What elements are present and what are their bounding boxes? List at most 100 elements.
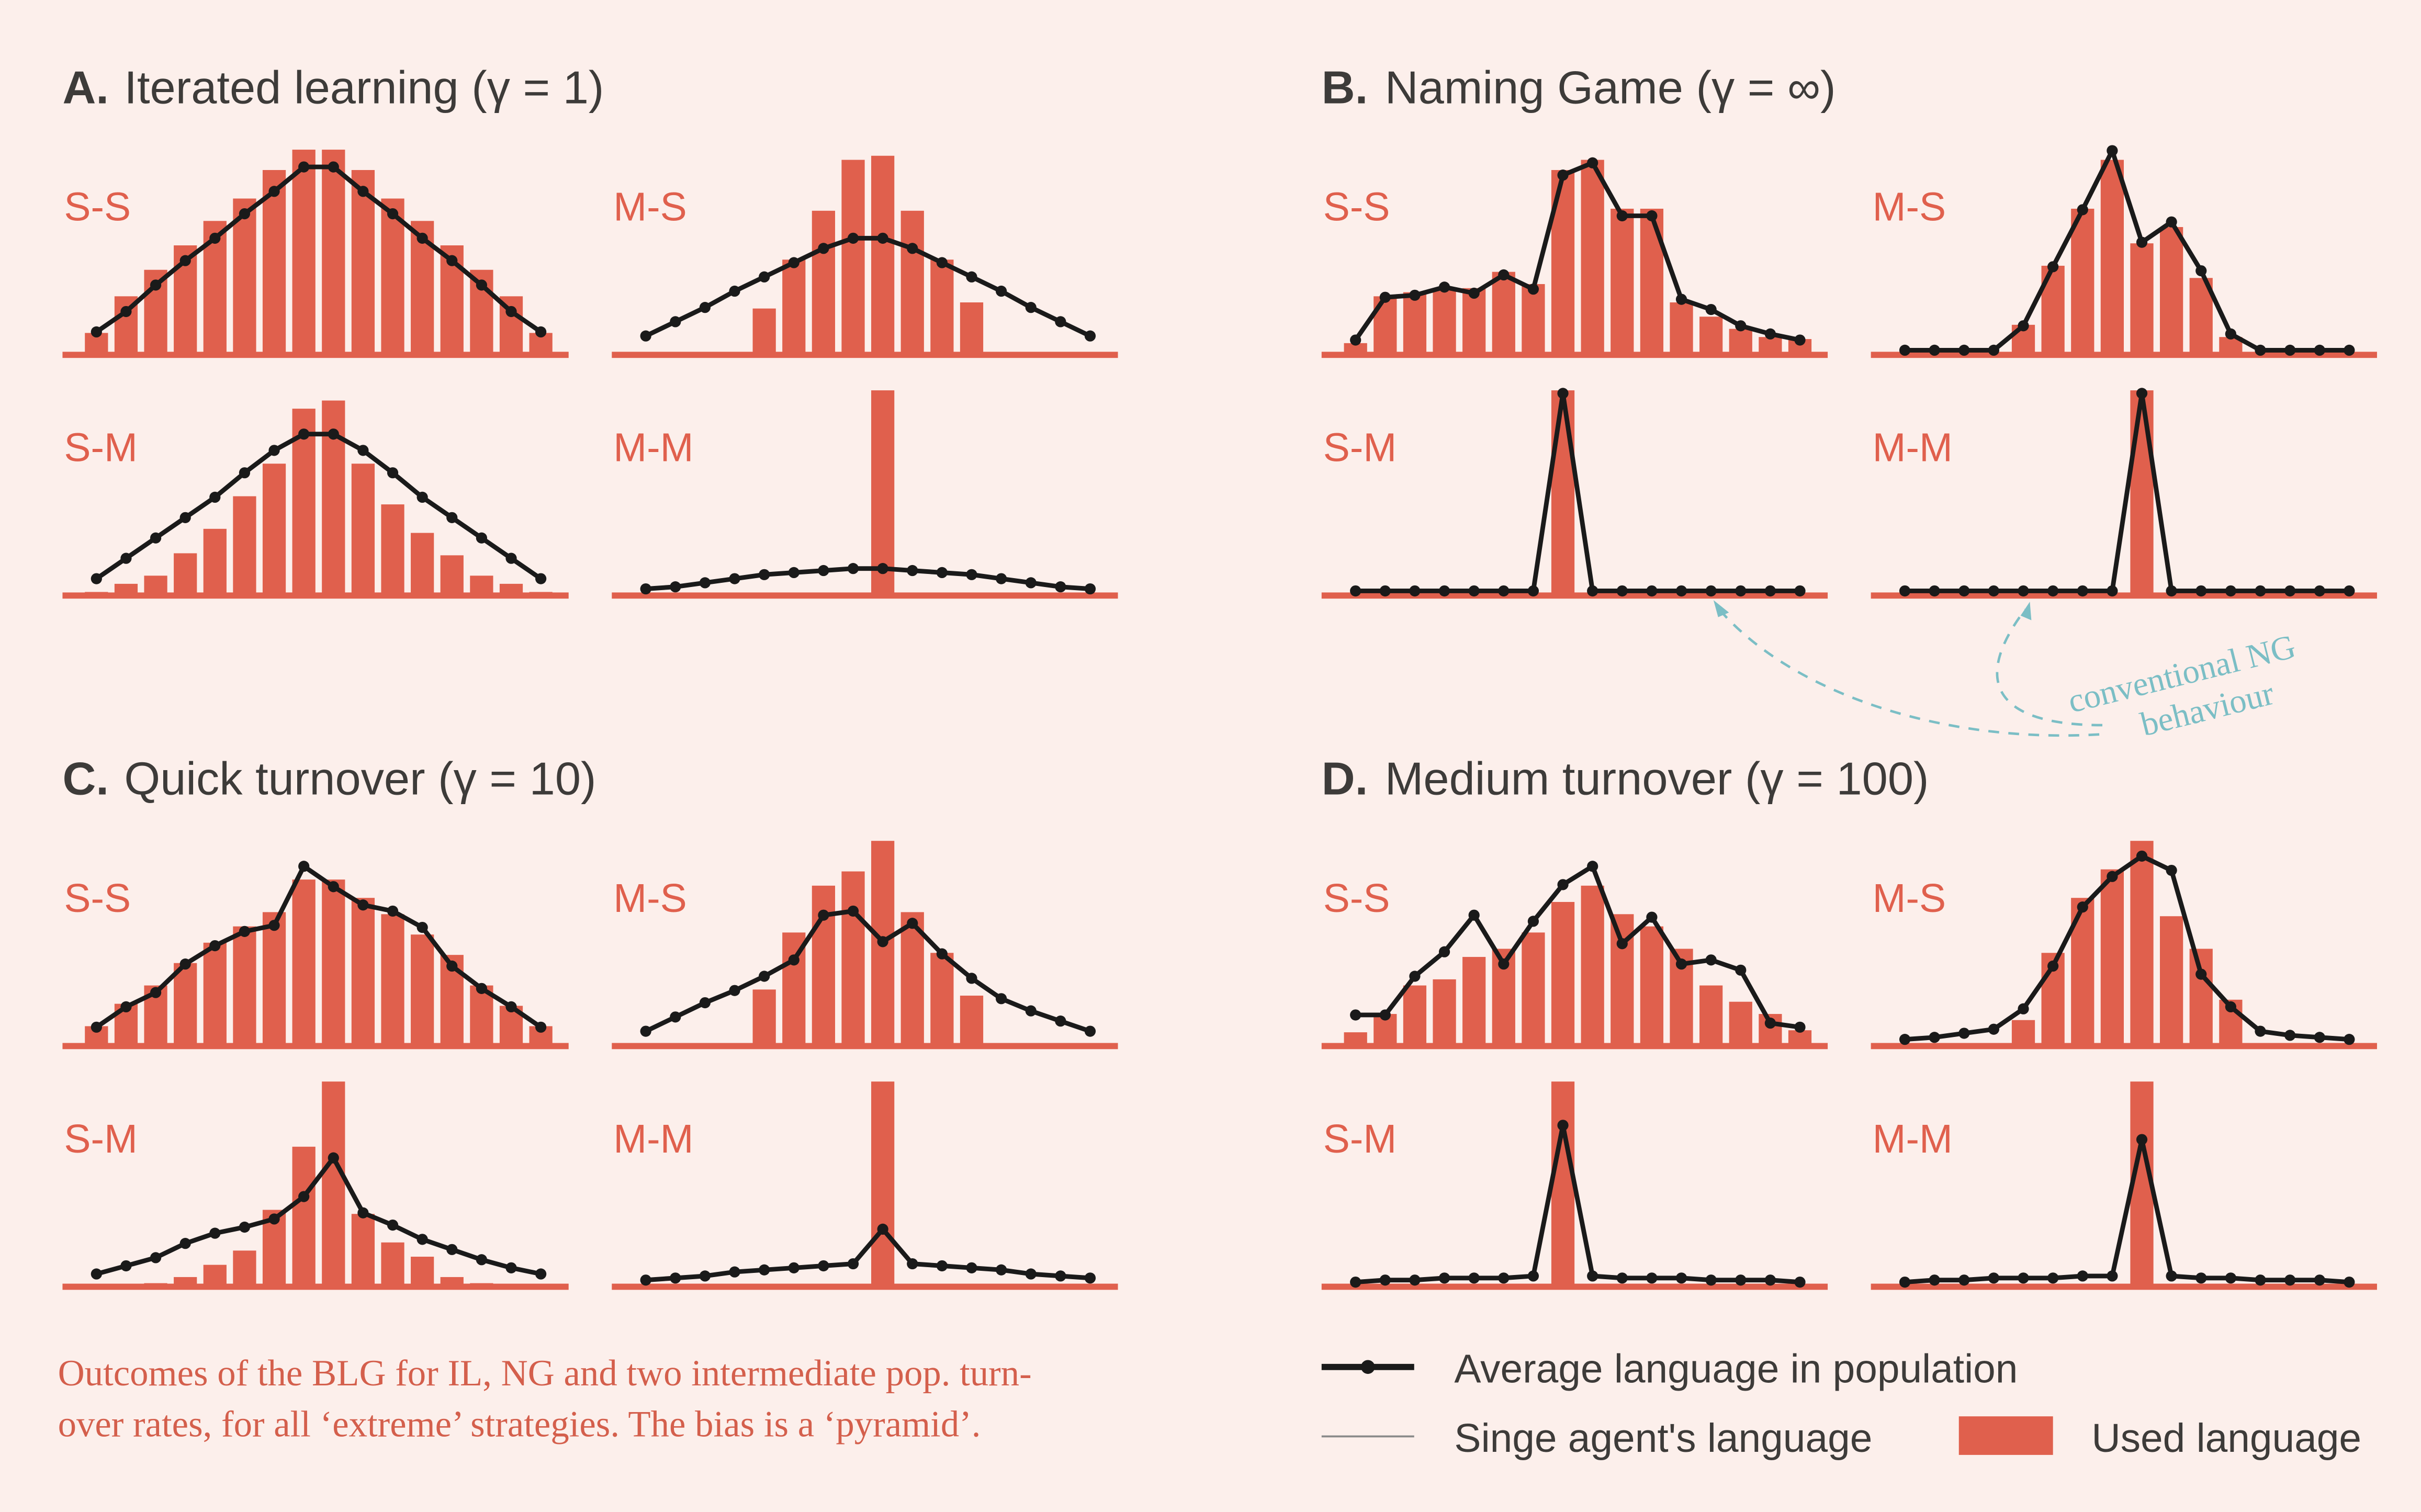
average-point [1350, 585, 1361, 597]
bar [1551, 390, 1575, 594]
bar [752, 989, 776, 1045]
bar [930, 953, 954, 1045]
average-point [1958, 1028, 1970, 1039]
bar [1462, 957, 1486, 1045]
average-point [818, 1260, 829, 1272]
bar [1759, 337, 1782, 354]
average-point [2047, 1272, 2059, 1284]
bar [203, 1265, 227, 1285]
bar [233, 198, 256, 354]
average-point [535, 326, 547, 338]
average-point [357, 1207, 369, 1218]
bar [1640, 208, 1664, 354]
strategy-label: S‑M [1323, 426, 1397, 470]
average-point [670, 316, 681, 328]
arrowhead-icon [1713, 600, 1729, 617]
average-point [179, 1238, 191, 1249]
average-point [2166, 216, 2177, 228]
average-point [1794, 334, 1806, 346]
bar [381, 914, 404, 1045]
average-point [2107, 1270, 2118, 1282]
average-point [1055, 581, 1066, 593]
subplot-a-s-m: S‑M [62, 400, 569, 599]
average-point [788, 1262, 800, 1273]
average-line [645, 909, 1091, 1034]
average-point [818, 909, 829, 921]
average-point [729, 285, 740, 297]
average-point [328, 881, 339, 893]
average-point [1557, 170, 1569, 181]
average-point [2195, 265, 2207, 277]
average-point [729, 1266, 740, 1278]
average-point [357, 899, 369, 911]
average-point [2195, 968, 2207, 980]
bar [411, 533, 434, 594]
bar [900, 210, 924, 354]
average-point [357, 186, 369, 197]
average-line [1905, 391, 2349, 593]
subplot-c-m-m: M‑M [612, 1081, 1118, 1290]
arrowhead-icon [2020, 602, 2032, 620]
average-point [1616, 1272, 1628, 1284]
average-point [2136, 1134, 2148, 1145]
panel-letter: B. [1322, 62, 1368, 114]
average-point [1557, 1120, 1569, 1131]
panel-c-title: C. Quick turnover (γ = 10) [62, 753, 596, 805]
average-point [150, 279, 162, 291]
average-point [268, 186, 280, 197]
average-point [2047, 261, 2059, 273]
baseline [1321, 592, 1828, 599]
bar [144, 1283, 167, 1285]
average-point [2166, 864, 2177, 876]
average-line [645, 235, 1091, 338]
average-point [847, 232, 859, 244]
bar [1344, 343, 1367, 354]
subplots: S‑S M‑S S‑M M‑M S‑S M‑S S‑M M‑M S‑S M‑S S‑M M‑M S‑S M… [62, 145, 2377, 1290]
strategy-label: M‑S [1873, 876, 1946, 921]
bar [322, 1081, 345, 1285]
subplot-b-m-s: M‑S [1871, 145, 2377, 358]
average-point [1379, 585, 1391, 597]
panel-b-title: B. Naming Game (γ = ∞) [1322, 62, 1836, 114]
baseline [62, 352, 569, 358]
average-point [2314, 585, 2325, 597]
average-point [476, 1254, 488, 1266]
bar [2130, 841, 2154, 1045]
average-point [1468, 1272, 1480, 1284]
average-point [387, 467, 399, 479]
average-point [91, 1021, 102, 1033]
average-point [936, 567, 948, 579]
average-point [1438, 281, 1450, 293]
bar [871, 390, 895, 594]
average-point [1929, 1032, 1940, 1043]
subplot-d-m-m: M‑M [1871, 1081, 2377, 1290]
average-point [1055, 1015, 1066, 1027]
bar [351, 464, 375, 594]
average-point [298, 161, 310, 173]
average-point [670, 1272, 681, 1284]
average-point [729, 985, 740, 996]
average-point [1468, 585, 1480, 597]
average-point [2195, 1272, 2207, 1284]
bar [440, 1277, 464, 1285]
average-point [847, 563, 859, 574]
average-point [729, 573, 740, 584]
average-point [1025, 302, 1037, 313]
average-point [416, 921, 428, 933]
bar [470, 1283, 493, 1285]
average-point [2107, 871, 2118, 882]
average-point [2166, 1270, 2177, 1282]
strategy-label: M‑M [613, 1117, 693, 1161]
average-point [1735, 320, 1747, 332]
average-point [1409, 1274, 1421, 1286]
average-point [476, 532, 488, 544]
average-line [1355, 864, 1800, 1030]
average-point [966, 271, 977, 283]
average-point [1899, 1276, 1911, 1288]
bar [203, 942, 227, 1045]
bar [812, 885, 836, 1045]
bar [1581, 160, 1604, 354]
average-point [1557, 388, 1569, 399]
average-point [1705, 585, 1717, 597]
average-point [476, 983, 488, 994]
